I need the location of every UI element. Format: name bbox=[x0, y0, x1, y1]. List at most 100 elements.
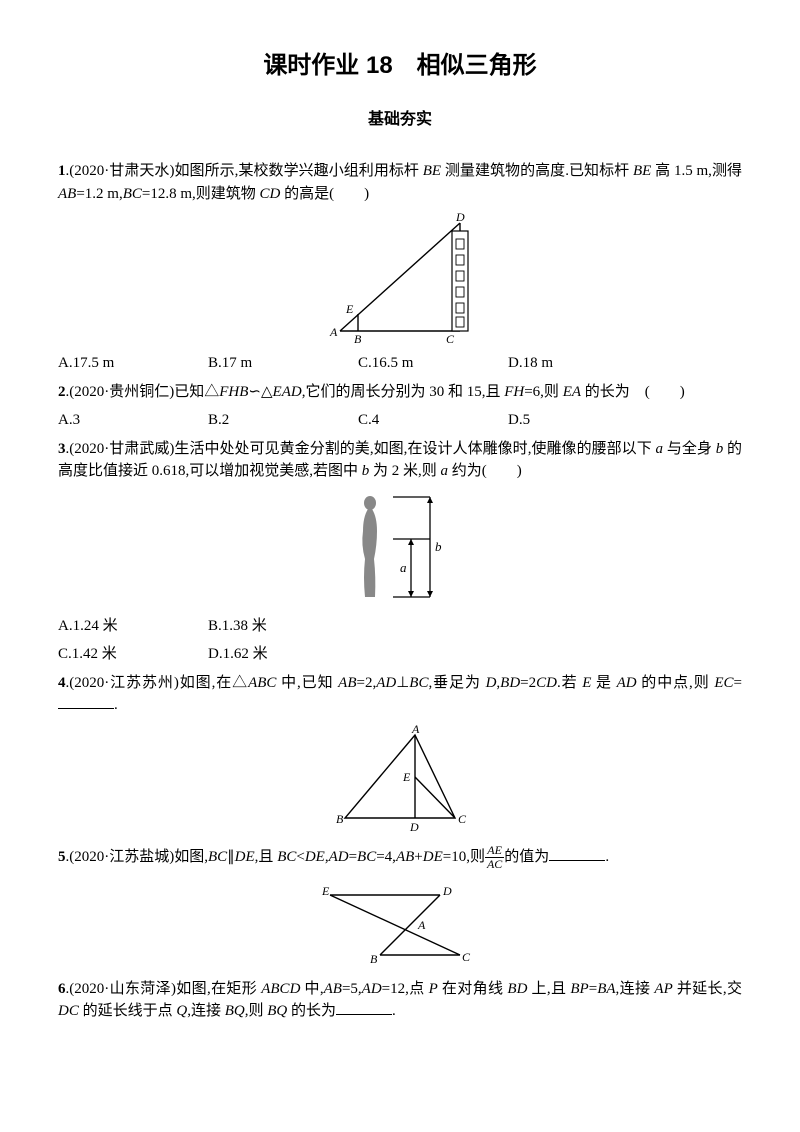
q6-t14: BA bbox=[597, 981, 615, 997]
q2-t5: ,它们的周长分别为 30 和 15,且 bbox=[302, 384, 505, 400]
q6-number: 6 bbox=[58, 981, 66, 997]
q2-t8: EA bbox=[563, 384, 581, 400]
q3-opt-c: C.1.42 米 bbox=[58, 643, 208, 666]
q4-t1: .(2020·江苏苏州)如图,在△ bbox=[66, 675, 249, 691]
q4-t18: AD bbox=[617, 675, 637, 691]
q4-t20: EC bbox=[714, 675, 733, 691]
q5-frac-num: AE bbox=[485, 844, 504, 858]
q6-t4: AB bbox=[324, 981, 342, 997]
q6-t21: ,连接 bbox=[187, 1003, 225, 1019]
q1-opt-a: A.17.5 m bbox=[58, 352, 208, 375]
q4-t9: ,垂足为 bbox=[428, 675, 485, 691]
q4-t12: BD bbox=[500, 675, 520, 691]
q5-t5: ,且 bbox=[255, 849, 278, 865]
q1-t10: CD bbox=[260, 186, 281, 202]
q3-opt-d: D.1.62 米 bbox=[208, 643, 358, 666]
q5-blank bbox=[549, 846, 605, 861]
q1-t6: AB bbox=[58, 186, 76, 202]
q3-t2: a bbox=[656, 441, 664, 457]
q6-t9: 在对角线 bbox=[438, 981, 508, 997]
q5-t16: DE bbox=[423, 849, 443, 865]
question-5: 5.(2020·江苏盐城)如图,BC∥DE,且 BC<DE,AD=BC=4,AB… bbox=[58, 844, 742, 871]
q5-t1: .(2020·江苏盐城)如图, bbox=[66, 849, 209, 865]
q3-t3: 与全身 bbox=[663, 441, 716, 457]
q5-t6: BC bbox=[277, 849, 296, 865]
q2-opt-c: C.4 bbox=[358, 409, 508, 432]
q5-number: 5 bbox=[58, 849, 66, 865]
q4-t13: =2 bbox=[520, 675, 536, 691]
q1-t11: 的高是( ) bbox=[280, 186, 369, 202]
q4-t16: E bbox=[582, 675, 591, 691]
q1-number: 1 bbox=[58, 163, 66, 179]
q5-t10: AD bbox=[329, 849, 349, 865]
q6-t7: =12,点 bbox=[382, 981, 429, 997]
q2-t6: FH bbox=[504, 384, 524, 400]
svg-text:C: C bbox=[446, 332, 455, 346]
q5-t18: 的值为 bbox=[504, 849, 549, 865]
q1-t7: =1.2 m, bbox=[76, 186, 122, 202]
svg-text:A: A bbox=[411, 723, 420, 736]
q4-t10: D bbox=[486, 675, 497, 691]
q4-t5: =2, bbox=[357, 675, 377, 691]
q1-options: A.17.5 m B.17 m C.16.5 m D.18 m bbox=[58, 352, 742, 375]
q6-t18: DC bbox=[58, 1003, 79, 1019]
q5-fraction: AEAC bbox=[485, 844, 504, 871]
q2-t9: 的长为 ( ) bbox=[581, 384, 685, 400]
q5-t3: ∥ bbox=[227, 849, 235, 865]
q2-t2: FHB bbox=[219, 384, 248, 400]
q6-t6: AD bbox=[362, 981, 382, 997]
q5-frac-den: AC bbox=[485, 858, 504, 871]
q3-t8: a bbox=[441, 463, 449, 479]
q3-figure: b a bbox=[58, 489, 742, 609]
svg-text:A: A bbox=[417, 918, 426, 932]
q1-opt-c: C.16.5 m bbox=[358, 352, 508, 375]
q5-t14: AB bbox=[396, 849, 414, 865]
q4-t2: ABC bbox=[248, 675, 276, 691]
q6-t24: BQ bbox=[267, 1003, 287, 1019]
section-header: 基础夯实 bbox=[58, 108, 742, 132]
svg-text:C: C bbox=[458, 812, 467, 826]
q6-blank bbox=[336, 1000, 392, 1015]
q3-opt-a: A.1.24 米 bbox=[58, 615, 208, 638]
q1-t5: 高 1.5 m,测得 bbox=[651, 163, 742, 179]
q5-t13: =4, bbox=[376, 849, 396, 865]
q6-t13: = bbox=[589, 981, 597, 997]
svg-text:B: B bbox=[354, 332, 362, 346]
q3-options-row2: C.1.42 米 D.1.62 米 bbox=[58, 643, 742, 666]
q4-blank bbox=[58, 694, 114, 709]
svg-text:a: a bbox=[400, 560, 407, 575]
q1-figure: A B E C D bbox=[58, 211, 742, 346]
q4-figure: A B D C E bbox=[58, 723, 742, 838]
q4-t8: BC bbox=[409, 675, 428, 691]
q4-t17: 是 bbox=[591, 675, 616, 691]
svg-text:D: D bbox=[442, 884, 452, 898]
q4-t7: ⊥ bbox=[396, 675, 409, 691]
q6-t20: Q bbox=[176, 1003, 187, 1019]
svg-text:B: B bbox=[336, 812, 344, 826]
q1-t1: .(2020·甘肃天水)如图所示,某校数学兴趣小组利用标杆 bbox=[66, 163, 423, 179]
q2-opt-b: B.2 bbox=[208, 409, 358, 432]
svg-text:A: A bbox=[329, 325, 338, 339]
q6-t19: 的延长线于点 bbox=[79, 1003, 177, 1019]
q2-opt-a: A.3 bbox=[58, 409, 208, 432]
q5-t2: BC bbox=[208, 849, 227, 865]
q6-t8: P bbox=[429, 981, 438, 997]
q2-options: A.3 B.2 C.4 D.5 bbox=[58, 409, 742, 432]
question-1: 1.(2020·甘肃天水)如图所示,某校数学兴趣小组利用标杆 BE 测量建筑物的… bbox=[58, 160, 742, 205]
svg-text:b: b bbox=[435, 539, 442, 554]
q3-t7: 为 2 米,则 bbox=[369, 463, 440, 479]
q4-t6: AD bbox=[376, 675, 396, 691]
q1-t8: BC bbox=[123, 186, 142, 202]
q2-number: 2 bbox=[58, 384, 66, 400]
svg-text:E: E bbox=[345, 302, 354, 316]
q1-opt-d: D.18 m bbox=[508, 352, 658, 375]
q6-t12: BP bbox=[570, 981, 588, 997]
q5-t17: =10,则 bbox=[443, 849, 485, 865]
q6-t23: ,则 bbox=[245, 1003, 268, 1019]
q4-t4: AB bbox=[338, 675, 356, 691]
q6-t17: 并延长,交 bbox=[673, 981, 742, 997]
q6-t1: .(2020·山东菏泽)如图,在矩形 bbox=[66, 981, 262, 997]
q6-t15: ,连接 bbox=[616, 981, 655, 997]
q5-t7: < bbox=[296, 849, 304, 865]
q4-t14: CD bbox=[536, 675, 557, 691]
